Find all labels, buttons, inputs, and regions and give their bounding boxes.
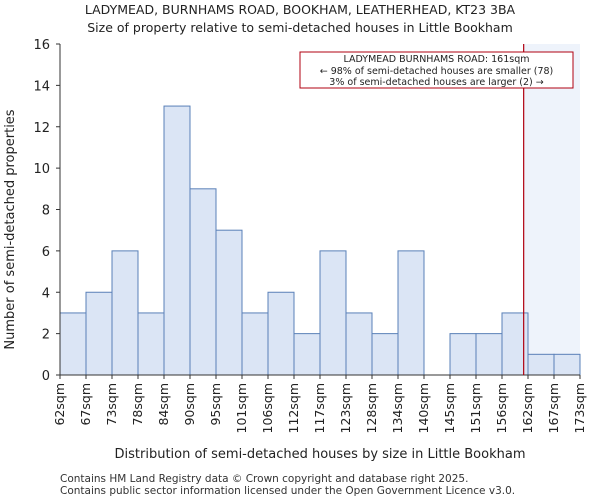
annotation-box: LADYMEAD BURNHAMS ROAD: 161sqm ← 98% of … <box>299 51 574 89</box>
y-tick-label: 0 <box>42 369 50 384</box>
larger-region-highlight <box>523 44 580 375</box>
x-tick-label: 167sqm <box>546 383 561 433</box>
x-tick-label: 62sqm <box>52 383 67 426</box>
y-tick-label: 12 <box>33 121 50 136</box>
histogram-bar <box>163 105 191 376</box>
annotation-line-3: 3% of semi-detached houses are larger (2… <box>329 77 543 88</box>
footer-line-2: Contains public sector information licen… <box>60 485 516 497</box>
x-tick-label: 145sqm <box>442 383 457 433</box>
histogram-bar <box>475 333 503 376</box>
histogram-bar <box>215 229 243 376</box>
footer-line-1: Contains HM Land Registry data © Crown c… <box>60 473 469 485</box>
histogram-bar <box>293 333 321 376</box>
y-tick-label: 6 <box>42 245 50 260</box>
x-tick-label: 78sqm <box>130 383 145 426</box>
x-tick-label: 101sqm <box>234 383 249 433</box>
y-tick-label: 16 <box>33 38 50 53</box>
x-tick-label: 173sqm <box>572 383 587 433</box>
histogram-bar <box>59 312 87 376</box>
y-tick-label: 8 <box>42 204 50 219</box>
x-tick-label: 117sqm <box>312 383 327 433</box>
x-tick-label: 123sqm <box>338 383 353 433</box>
annotation-line-2: ← 98% of semi-detached houses are smalle… <box>320 66 554 77</box>
histogram-bar <box>319 250 347 376</box>
x-tick-label: 156sqm <box>494 383 509 433</box>
x-tick-label: 140sqm <box>416 383 431 433</box>
chart-canvas: 0 2 4 6 8 10 12 14 16 62sqm 67sqm 73sqm 78sqm 84sqm 9… <box>3 38 587 462</box>
histogram-bar <box>85 291 113 376</box>
x-tick-label: 84sqm <box>156 383 171 426</box>
chart-subtitle: Size of property relative to semi-detach… <box>87 20 513 35</box>
histogram-bar <box>397 250 425 376</box>
y-tick-label: 14 <box>33 79 50 94</box>
histogram-bar <box>449 333 477 376</box>
y-tick-label: 2 <box>42 328 50 343</box>
x-tick-label: 134sqm <box>390 383 405 433</box>
histogram-bar <box>527 353 555 376</box>
x-tick-label: 112sqm <box>286 383 301 433</box>
x-tick-label: 151sqm <box>468 383 483 433</box>
histogram-bar <box>267 291 295 376</box>
histogram-bar <box>553 353 581 376</box>
chart-title: LADYMEAD, BURNHAMS ROAD, BOOKHAM, LEATHE… <box>84 2 516 17</box>
x-tick-label: 95sqm <box>208 383 223 426</box>
y-tick-label: 4 <box>42 286 50 301</box>
histogram-bar <box>137 312 165 376</box>
histogram-bar <box>241 312 269 376</box>
y-tick-label: 10 <box>33 162 50 177</box>
x-tick-label: 67sqm <box>78 383 93 426</box>
x-tick-label: 90sqm <box>182 383 197 426</box>
x-tick-label: 128sqm <box>364 383 379 433</box>
y-axis-label: Number of semi-detached properties <box>3 109 18 349</box>
x-tick-label: 106sqm <box>260 383 275 433</box>
annotation-line-1: LADYMEAD BURNHAMS ROAD: 161sqm <box>343 54 529 65</box>
histogram-bar <box>345 312 373 376</box>
histogram-bar <box>371 333 399 376</box>
x-tick-label: 73sqm <box>104 383 119 426</box>
x-tick-label: 162sqm <box>520 383 535 433</box>
histogram-bar <box>189 188 217 376</box>
x-axis-label: Distribution of semi-detached houses by … <box>115 447 526 462</box>
histogram-bar <box>111 250 139 376</box>
